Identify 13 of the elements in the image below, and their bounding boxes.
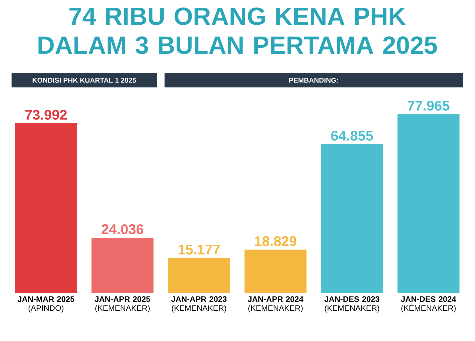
bar <box>398 114 460 293</box>
bar <box>92 238 154 293</box>
bar <box>244 250 307 293</box>
data-label: 15.177 <box>178 244 220 255</box>
bar <box>15 124 78 293</box>
bar <box>321 144 384 293</box>
chart-title: 74 RIBU ORANG KENA PHK DALAM 3 BULAN PERTAMA 2025 <box>38 8 438 54</box>
data-label: 24.036 <box>102 224 144 234</box>
bar <box>168 258 230 293</box>
data-label: 73.992 <box>26 110 68 120</box>
data-label: 77.965 <box>408 101 450 111</box>
data-label: 18.829 <box>255 236 297 246</box>
data-label: 64.855 <box>331 131 374 141</box>
